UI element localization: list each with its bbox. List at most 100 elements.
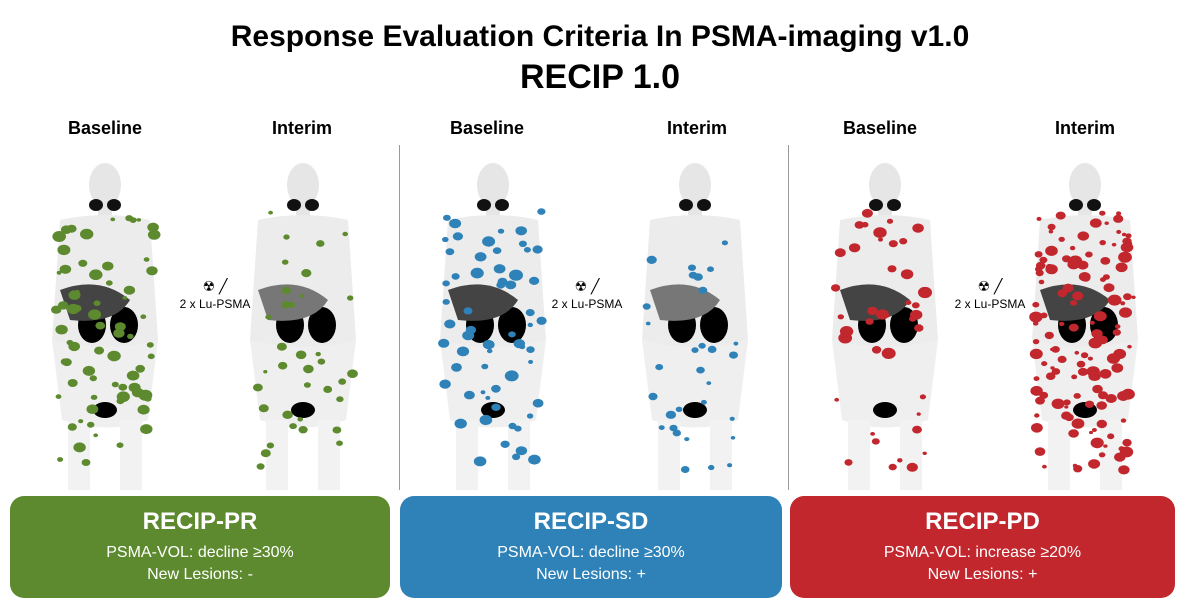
lesion-mark [1074, 350, 1080, 355]
lesion-mark [525, 309, 535, 317]
recip-pr-heading: RECIP-PR [142, 508, 258, 535]
recip-pd-volume: PSMA-VOL: increase ≥20% [883, 544, 1082, 561]
body-silhouette [1029, 163, 1138, 490]
lesion-mark [445, 248, 455, 256]
lesion-mark [871, 438, 880, 445]
lesion-mark [347, 369, 358, 378]
lesion-mark [1103, 444, 1108, 448]
lesion-mark [867, 306, 878, 316]
lesion-mark [1096, 401, 1107, 410]
figure-title: Response Evaluation Criteria In PSMA-ima… [230, 20, 970, 53]
lesion-mark [147, 229, 161, 240]
lesion-mark [135, 364, 145, 373]
lesion-mark [1080, 352, 1089, 359]
lesion-mark [888, 463, 897, 471]
lesion-mark [87, 421, 95, 428]
pd-interim-label: Interim [1054, 118, 1115, 138]
lesion-mark [299, 294, 304, 298]
body-silhouette [438, 163, 547, 490]
body-silhouette [831, 163, 938, 490]
lesion-mark [51, 305, 62, 314]
lesion-mark [1072, 291, 1084, 301]
lesion-mark [1114, 452, 1126, 462]
lesion-mark [1093, 311, 1107, 322]
lesion-mark [1068, 323, 1079, 332]
lesion-mark [1041, 361, 1048, 367]
lesion-mark [1044, 331, 1054, 340]
lesion-mark [88, 309, 102, 320]
lesion-mark [730, 436, 736, 440]
lesion-mark [265, 314, 272, 320]
lesion-mark [147, 222, 159, 232]
lesion-mark [1038, 279, 1045, 285]
lesion-mark [1030, 385, 1043, 396]
lesion-mark [57, 457, 64, 462]
lesion-mark [707, 345, 717, 353]
lesion-mark [1064, 413, 1074, 422]
lesion-mark [916, 412, 921, 416]
lesion-mark [854, 221, 865, 229]
lesion-mark [482, 339, 495, 350]
lesion-mark [906, 462, 918, 472]
lesion-mark [323, 385, 333, 393]
lesion-mark [518, 240, 527, 247]
lesion-mark [536, 316, 547, 325]
lesion-mark [73, 442, 86, 453]
lesion-mark [706, 381, 712, 385]
lesion-mark [909, 315, 917, 322]
recip-pr-box: RECIP-PR PSMA-VOL: decline ≥30% New Lesi… [10, 496, 390, 598]
recip-sd-new-lesions: New Lesions: + [536, 566, 646, 583]
lesion-mark [645, 321, 651, 326]
lesion-mark [89, 375, 98, 382]
lesion-mark [1118, 251, 1132, 263]
lesion-mark [78, 419, 84, 424]
lesion-mark [733, 341, 739, 346]
lesion-mark [66, 303, 80, 315]
lesion-mark [491, 403, 501, 411]
lesion-mark [1107, 433, 1115, 440]
lesion-mark [464, 390, 475, 400]
pd-baseline-label: Baseline [842, 118, 918, 138]
lesion-mark [256, 463, 265, 470]
lesion-mark [870, 432, 875, 436]
lesion-mark [137, 404, 150, 415]
lesion-mark [438, 338, 450, 348]
lesion-mark [523, 247, 531, 253]
lesion-mark [89, 269, 103, 280]
lesion-mark [1105, 394, 1117, 403]
lesion-mark [669, 424, 678, 432]
lesion-mark [1103, 283, 1115, 293]
lesion-mark [315, 351, 321, 357]
lesion-mark [263, 370, 268, 374]
lesion-mark [281, 301, 291, 309]
lesion-mark [1071, 418, 1085, 429]
lesion-mark [1071, 374, 1078, 380]
lesion-mark [837, 314, 844, 320]
lesion-mark [1029, 311, 1043, 323]
lesion-mark [1113, 214, 1124, 223]
lesion-mark [504, 370, 519, 382]
lesion-mark [888, 240, 898, 248]
lesion-mark [147, 353, 155, 360]
lesion-mark [1034, 251, 1043, 258]
lesion-mark [672, 429, 681, 437]
lesion-mark [462, 330, 475, 341]
lesion-mark [1034, 413, 1040, 418]
lesion-mark [480, 390, 486, 395]
lesion-mark [886, 218, 894, 224]
lesion-mark [1099, 369, 1112, 379]
lesion-mark [1035, 396, 1045, 405]
recip-sd-heading: RECIP-SD [533, 508, 649, 535]
lesion-mark [691, 347, 699, 353]
lesion-mark [481, 363, 489, 370]
lesion-mark [1063, 399, 1071, 406]
lesion-mark [1089, 430, 1093, 435]
radiation-syringe-icon: ☢ ╱ [574, 278, 600, 294]
recip-pd-heading: RECIP-PD [925, 508, 1040, 535]
lesion-mark [456, 346, 470, 357]
lesion-mark [1119, 307, 1132, 318]
lesion-mark [1050, 347, 1055, 352]
lesion-mark [1120, 418, 1127, 423]
lesion-mark [470, 267, 484, 279]
lesion-mark [59, 264, 72, 274]
